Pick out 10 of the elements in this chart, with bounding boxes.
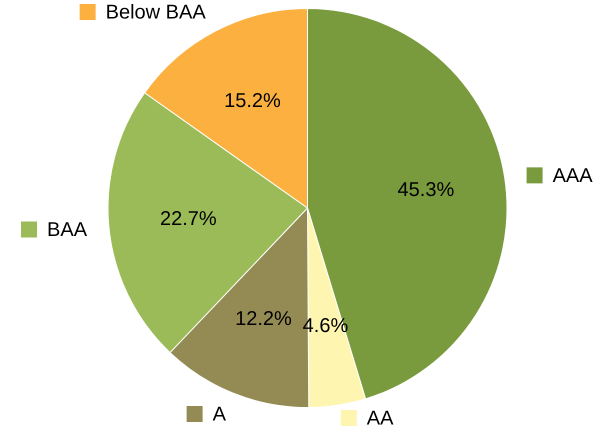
legend-label: BAA <box>47 219 88 242</box>
legend-label: Below BAA <box>106 2 206 24</box>
data-label: 22.7% <box>160 208 217 230</box>
legend-label: AAA <box>552 164 594 187</box>
legend-label: A <box>212 403 227 426</box>
data-label: 15.2% <box>224 90 282 112</box>
data-label: 12.2% <box>235 308 292 330</box>
data-label: 4.6% <box>302 314 348 337</box>
data-label: 45.3% <box>398 178 454 201</box>
legend-label: AA <box>366 408 394 430</box>
